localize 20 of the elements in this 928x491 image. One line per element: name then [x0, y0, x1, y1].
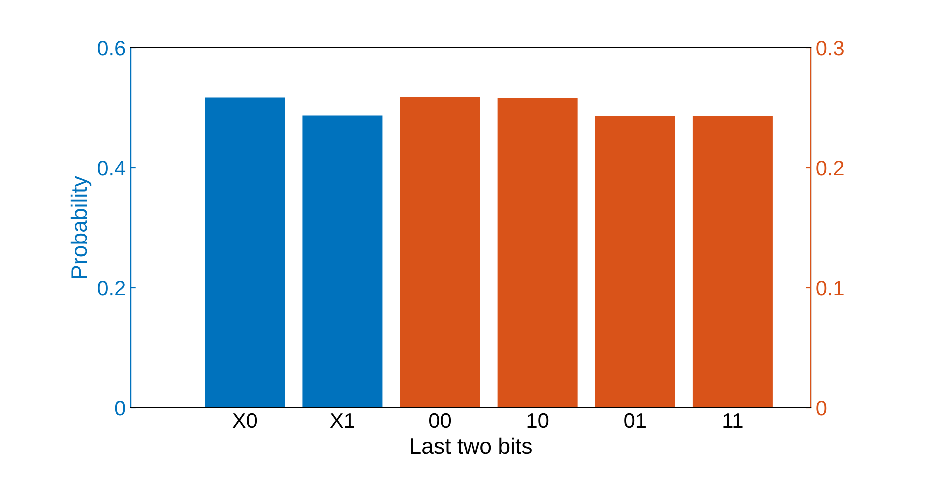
x-tick-label: 10 [528, 413, 549, 428]
y-axis-title: Probability [70, 176, 92, 278]
x-axis-title: Last two bits [411, 438, 532, 454]
x-tick-label: 11 [724, 414, 743, 428]
y-tick-label: 0.4 [98, 161, 126, 176]
bar [498, 98, 578, 408]
x-tick-label: 00 [429, 413, 452, 428]
y-tick-label: 0.2 [98, 281, 126, 296]
bar [595, 116, 676, 408]
y-tick-label: 0.6 [98, 41, 126, 56]
bar [692, 116, 773, 408]
y2-tick-label: 0.3 [816, 41, 844, 56]
y2-tick-label: 0 [816, 401, 827, 416]
y-tick-label: 0 [115, 401, 126, 416]
y2-tick-label: 0.1 [816, 281, 844, 296]
x-tick-label: X0 [232, 413, 258, 428]
x-tick-label: X1 [330, 414, 354, 428]
y2-tick-label: 0.2 [816, 161, 844, 176]
bar [400, 97, 480, 408]
x-tick-label: 01 [624, 413, 646, 428]
